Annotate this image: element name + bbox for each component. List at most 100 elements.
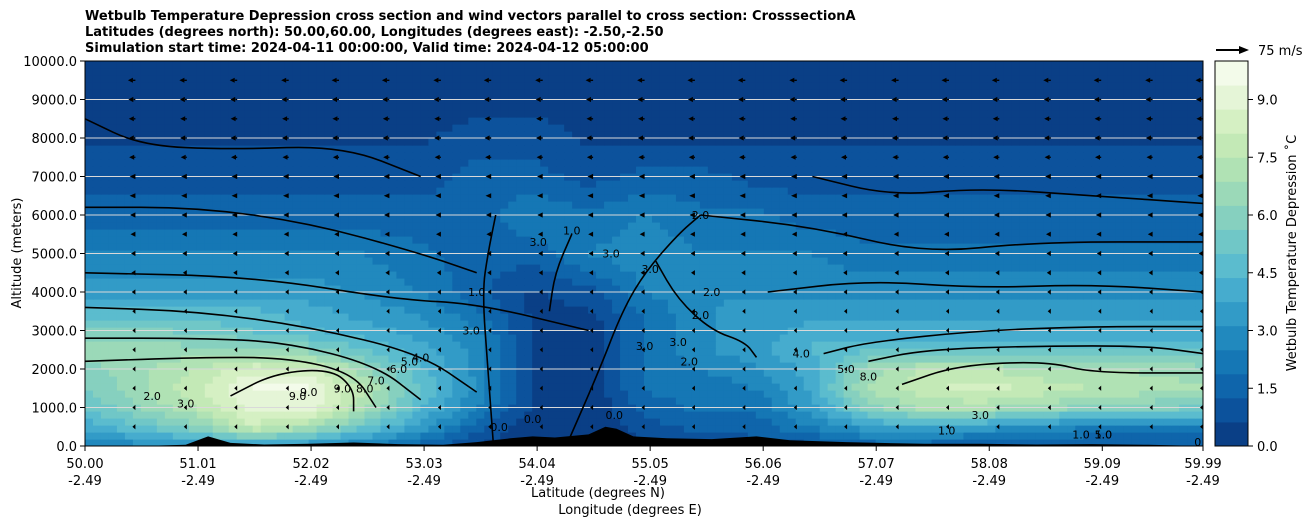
field-cell xyxy=(212,369,222,377)
field-cell xyxy=(947,257,957,265)
field-cell xyxy=(540,411,549,419)
field-cell xyxy=(196,320,206,328)
field-cell xyxy=(396,439,406,446)
field-cell xyxy=(811,362,821,370)
field-cell xyxy=(364,425,374,433)
field-cell xyxy=(1195,418,1203,426)
field-cell xyxy=(1155,257,1164,265)
field-cell xyxy=(1139,397,1148,405)
field-cell xyxy=(164,222,174,230)
field-cell xyxy=(1019,320,1028,328)
field-cell xyxy=(572,229,581,237)
field-cell xyxy=(971,313,980,321)
field-cell xyxy=(132,194,142,202)
field-cell xyxy=(1019,292,1028,300)
field-cell xyxy=(340,341,350,349)
field-cell xyxy=(827,271,837,279)
field-cell xyxy=(420,278,429,286)
field-cell xyxy=(412,334,421,342)
field-cell xyxy=(883,313,893,321)
field-cell xyxy=(1139,362,1148,370)
field-cell xyxy=(971,236,980,244)
field-cell xyxy=(100,194,110,202)
field-cell xyxy=(1035,229,1044,237)
field-cell xyxy=(787,264,797,272)
field-cell xyxy=(699,334,709,342)
field-cell xyxy=(452,369,461,377)
field-cell xyxy=(324,355,334,363)
field-cell xyxy=(604,383,613,391)
field-cell xyxy=(1131,418,1140,426)
field-cell xyxy=(811,306,821,314)
field-cell xyxy=(1083,264,1092,272)
field-cell xyxy=(747,376,757,384)
field-cell xyxy=(252,376,262,384)
field-cell xyxy=(843,208,853,216)
field-cell xyxy=(739,264,749,272)
field-cell xyxy=(85,362,94,370)
field-cell xyxy=(987,383,996,391)
field-cell xyxy=(859,215,869,223)
field-cell xyxy=(604,418,613,426)
field-cell xyxy=(779,306,789,314)
field-cell xyxy=(324,341,334,349)
field-cell xyxy=(276,411,286,419)
field-cell xyxy=(636,243,645,251)
field-cell xyxy=(124,425,134,433)
field-cell xyxy=(651,313,661,321)
field-cell xyxy=(404,215,414,223)
field-cell xyxy=(1083,278,1092,286)
field-cell xyxy=(1171,285,1180,293)
field-cell xyxy=(931,320,941,328)
field-cell xyxy=(484,264,493,272)
field-cell xyxy=(116,390,126,398)
field-cell xyxy=(292,271,302,279)
field-cell xyxy=(580,362,589,370)
field-cell xyxy=(1187,334,1196,342)
field-cell xyxy=(827,243,837,251)
field-cell xyxy=(683,194,693,202)
field-cell xyxy=(516,355,525,363)
field-cell xyxy=(1003,397,1012,405)
field-cell xyxy=(148,341,158,349)
field-cell xyxy=(723,334,733,342)
field-cell xyxy=(851,369,861,377)
field-cell xyxy=(276,285,286,293)
field-cell xyxy=(1051,313,1060,321)
field-cell xyxy=(755,425,765,433)
field-cell xyxy=(356,397,366,405)
field-cell xyxy=(1099,411,1108,419)
field-cell xyxy=(412,194,421,202)
field-cell xyxy=(715,355,725,363)
field-cell xyxy=(675,299,685,307)
field-cell xyxy=(364,264,374,272)
field-cell xyxy=(675,278,685,286)
field-cell xyxy=(691,418,701,426)
field-cell xyxy=(596,194,605,202)
field-cell xyxy=(85,411,94,419)
field-cell xyxy=(1163,236,1172,244)
field-cell xyxy=(268,341,278,349)
field-cell xyxy=(116,348,126,356)
field-cell xyxy=(779,222,789,230)
field-cell xyxy=(707,201,717,209)
field-cell xyxy=(596,236,605,244)
field-cell xyxy=(332,411,342,419)
field-cell xyxy=(108,264,118,272)
field-cell xyxy=(1059,278,1068,286)
field-cell xyxy=(1083,236,1092,244)
field-cell xyxy=(452,278,461,286)
field-cell xyxy=(923,397,933,405)
field-cell xyxy=(604,320,613,328)
field-cell xyxy=(644,313,653,321)
field-cell xyxy=(843,229,853,237)
field-cell xyxy=(556,390,565,398)
field-cell xyxy=(516,285,525,293)
field-cell xyxy=(1099,390,1108,398)
field-cell xyxy=(1123,418,1132,426)
field-cell xyxy=(532,362,541,370)
field-cell xyxy=(356,243,366,251)
field-cell xyxy=(196,348,206,356)
field-cell xyxy=(947,215,957,223)
field-cell xyxy=(612,376,621,384)
